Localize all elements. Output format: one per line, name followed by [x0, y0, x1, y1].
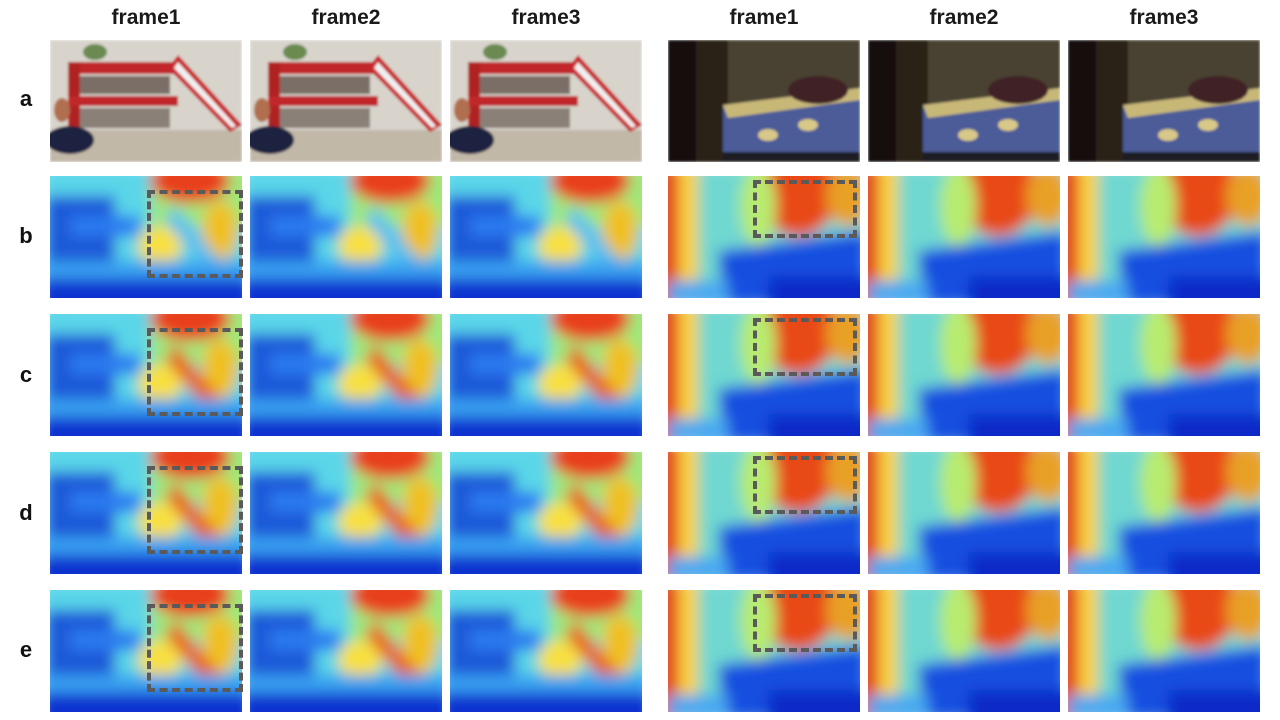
depth-map-image	[250, 452, 442, 574]
panel-b-col3	[450, 176, 642, 298]
panel-a-col3	[450, 40, 642, 162]
panel-d-col1	[50, 452, 242, 574]
panel-c-col2	[250, 314, 442, 436]
rgb-frame-image	[450, 40, 642, 162]
depth-map-image	[668, 314, 860, 436]
highlight-box	[753, 180, 857, 238]
depth-map-image	[1068, 176, 1260, 298]
rgb-frame-image	[868, 40, 1060, 162]
panel-c-col5	[868, 314, 1060, 436]
panel-b-col6	[1068, 176, 1260, 298]
panel-a-col5	[868, 40, 1060, 162]
panel-c-col6	[1068, 314, 1260, 436]
col-header-4: frame1	[729, 6, 799, 29]
panel-e-col6	[1068, 590, 1260, 712]
depth-map-image	[1068, 590, 1260, 712]
col-header-5: frame2	[929, 6, 999, 29]
panel-b-col2	[250, 176, 442, 298]
depth-map-image	[50, 452, 242, 574]
panel-e-col2	[250, 590, 442, 712]
highlight-box	[147, 466, 243, 554]
row-label-d: d	[19, 500, 33, 525]
depth-map-image	[1068, 314, 1260, 436]
panel-a-col6	[1068, 40, 1260, 162]
depth-map-image	[250, 314, 442, 436]
rgb-frame-image	[50, 40, 242, 162]
depth-map-image	[868, 590, 1060, 712]
col-header-6: frame3	[1129, 6, 1199, 29]
col-header-2: frame2	[311, 6, 381, 29]
panel-a-col4	[668, 40, 860, 162]
panel-a-col2	[250, 40, 442, 162]
panel-d-col3	[450, 452, 642, 574]
rgb-frame-image	[250, 40, 442, 162]
row-label-b: b	[19, 223, 33, 248]
panel-d-col6	[1068, 452, 1260, 574]
panel-c-col3	[450, 314, 642, 436]
col-header-1: frame1	[111, 6, 181, 29]
highlight-box	[147, 190, 243, 278]
panel-b-col5	[868, 176, 1060, 298]
depth-map-image	[450, 452, 642, 574]
panel-d-col5	[868, 452, 1060, 574]
depth-map-image	[250, 590, 442, 712]
panel-d-col2	[250, 452, 442, 574]
panel-a-col1	[50, 40, 242, 162]
row-label-a: a	[19, 86, 33, 111]
panel-e-col5	[868, 590, 1060, 712]
highlight-box	[147, 604, 243, 692]
panel-e-col3	[450, 590, 642, 712]
rgb-frame-image	[668, 40, 860, 162]
depth-map-image	[868, 176, 1060, 298]
depth-map-image	[450, 590, 642, 712]
row-label-c: c	[19, 362, 33, 387]
depth-map-image	[868, 314, 1060, 436]
rgb-frame-image	[1068, 40, 1260, 162]
row-label-e: e	[19, 637, 33, 662]
col-header-3: frame3	[511, 6, 581, 29]
highlight-box	[753, 456, 857, 514]
highlight-box	[147, 328, 243, 416]
depth-map-image	[868, 452, 1060, 574]
highlight-box	[753, 318, 857, 376]
depth-map-image	[450, 176, 642, 298]
panel-c-col4	[668, 314, 860, 436]
depth-map-image	[1068, 452, 1260, 574]
highlight-box	[753, 594, 857, 652]
depth-map-image	[450, 314, 642, 436]
depth-map-image	[250, 176, 442, 298]
